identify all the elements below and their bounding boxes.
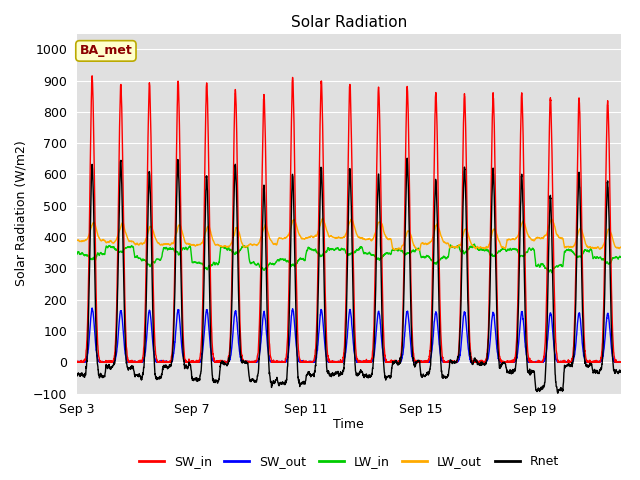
Text: BA_met: BA_met <box>79 44 132 58</box>
X-axis label: Time: Time <box>333 418 364 431</box>
Title: Solar Radiation: Solar Radiation <box>291 15 407 30</box>
Y-axis label: Solar Radiation (W/m2): Solar Radiation (W/m2) <box>14 141 27 287</box>
Legend: SW_in, SW_out, LW_in, LW_out, Rnet: SW_in, SW_out, LW_in, LW_out, Rnet <box>134 450 564 473</box>
